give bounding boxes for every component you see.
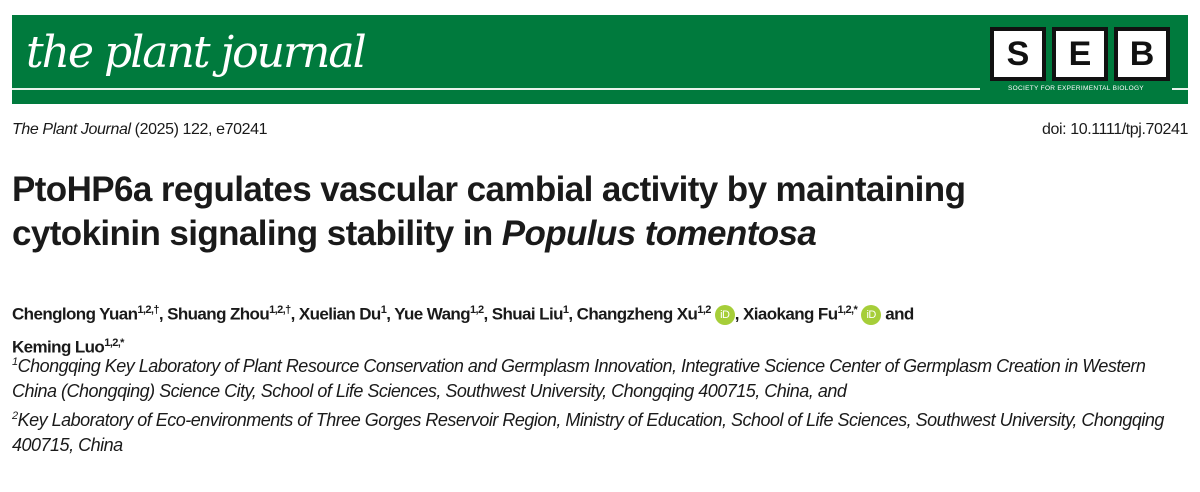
- orcid-icon[interactable]: iD: [861, 305, 882, 326]
- banner-divider: [12, 88, 980, 90]
- affiliation-text: Chongqing Key Laboratory of Plant Resour…: [12, 356, 1146, 401]
- author-separator: ,: [483, 304, 492, 324]
- species-name: Populus tomentosa: [501, 214, 817, 253]
- author-name[interactable]: Changzheng Xu: [576, 304, 698, 324]
- author-name[interactable]: Yue Wang: [394, 304, 470, 324]
- title-text: cytokinin signaling stability in: [12, 214, 502, 253]
- author-separator: ,: [158, 304, 168, 324]
- author-affiliation-marker: 1,2: [470, 304, 484, 316]
- author-affiliation-marker: 1,2,†: [269, 304, 291, 316]
- journal-name: The Plant Journal: [12, 121, 131, 138]
- author-list: Chenglong Yuan1,2,†, Shuang Zhou1,2,†, X…: [12, 296, 1192, 361]
- affiliation-number: 2: [12, 410, 18, 422]
- seb-letter: E: [1052, 27, 1108, 81]
- author-affiliation-marker: 1: [562, 304, 569, 316]
- affiliation-number: 1: [12, 356, 18, 368]
- author-affiliation-marker: 1,2,*: [837, 304, 858, 316]
- seb-letter: S: [990, 27, 1046, 81]
- author-affiliation-marker: 1: [380, 304, 387, 316]
- author-separator: ,: [386, 304, 395, 324]
- author-separator: ,: [568, 304, 577, 324]
- seb-logo: S E B: [990, 27, 1170, 81]
- author-separator: and: [881, 304, 914, 324]
- seb-letter: B: [1114, 27, 1170, 81]
- author-name[interactable]: Keming Luo: [12, 337, 105, 357]
- author-affiliation-marker: 1,2,†: [137, 304, 159, 316]
- author-name[interactable]: Xiaokang Fu: [743, 304, 838, 324]
- journal-logo: the plant journal: [26, 27, 367, 78]
- doi[interactable]: doi: 10.1111/tpj.70241: [1042, 121, 1188, 138]
- volume-info: (2025) 122, e70241: [130, 121, 268, 138]
- affiliation: 1Chongqing Key Laboratory of Plant Resou…: [12, 350, 1192, 404]
- citation: The Plant Journal (2025) 122, e70241: [12, 121, 268, 139]
- author-affiliation-marker: 1,2,*: [104, 336, 124, 349]
- society-name: SOCIETY FOR EXPERIMENTAL BIOLOGY: [1008, 85, 1144, 92]
- author-name[interactable]: Xuelian Du: [298, 304, 381, 324]
- orcid-icon[interactable]: iD: [714, 305, 735, 326]
- banner-divider: [1172, 88, 1188, 90]
- affiliation-text: Key Laboratory of Eco-environments of Th…: [12, 410, 1164, 455]
- affiliation: 2Key Laboratory of Eco-environments of T…: [12, 404, 1192, 458]
- author-separator: ,: [290, 304, 299, 324]
- journal-banner: the plant journal S E B SOCIETY FOR EXPE…: [12, 15, 1188, 104]
- author-separator: ,: [734, 304, 744, 324]
- title-line: PtoHP6a regulates vascular cambial activ…: [12, 170, 966, 209]
- author-name[interactable]: Shuai Liu: [491, 304, 564, 324]
- affiliations: 1Chongqing Key Laboratory of Plant Resou…: [12, 350, 1192, 458]
- title-line: cytokinin signaling stability in Populus…: [12, 212, 1192, 256]
- author-name[interactable]: Shuang Zhou: [167, 304, 270, 324]
- author-name[interactable]: Chenglong Yuan: [12, 304, 138, 324]
- author-affiliation-marker: 1,2: [697, 304, 711, 316]
- article-title: PtoHP6a regulates vascular cambial activ…: [12, 168, 1192, 256]
